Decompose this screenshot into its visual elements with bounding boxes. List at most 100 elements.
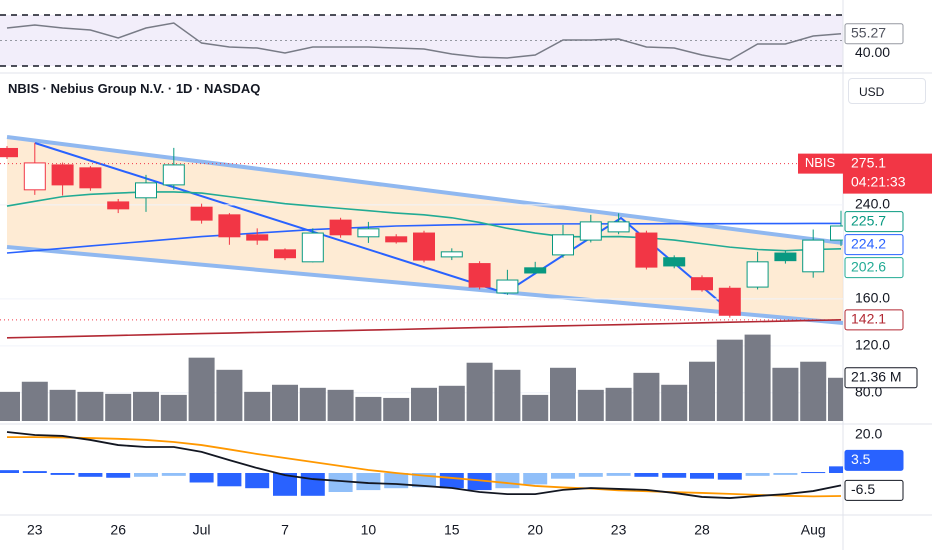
macd-histogram (50, 473, 75, 475)
rsi-label-box (844, 23, 904, 45)
candle-body (830, 225, 843, 241)
macd-histogram (356, 473, 381, 491)
macd-histogram (189, 473, 214, 483)
x-tick-label: 20 (527, 522, 543, 538)
candle-body (774, 252, 797, 262)
macd-histogram (523, 473, 548, 485)
macd-histogram (384, 473, 409, 489)
currency-button[interactable]: USD (848, 78, 926, 104)
macd-histogram (829, 466, 843, 473)
rsi-line (6, 22, 842, 61)
volume-bar (411, 387, 437, 421)
macd-histogram (245, 473, 270, 489)
macd-histogram (662, 473, 687, 478)
macd-histogram (634, 473, 659, 477)
macd-histogram (551, 473, 575, 479)
y-tick-label: 240.0 (855, 196, 890, 212)
candle-body (218, 214, 241, 238)
ma-label-box (844, 309, 904, 331)
ma-label: 224.2 (851, 235, 886, 251)
macd-histogram (801, 472, 826, 474)
volume-bar (828, 377, 843, 421)
macd-signal (7, 436, 842, 498)
y-tick-label: 160.0 (855, 290, 890, 306)
macd-histogram (217, 473, 242, 487)
macd-histogram (300, 473, 325, 496)
symbol-tag-label: NBIS (805, 155, 836, 170)
volume-bar (299, 387, 326, 421)
candle-body (691, 277, 713, 291)
volume-bar (633, 372, 660, 421)
candle-body (162, 164, 185, 186)
macd-histogram (495, 473, 520, 489)
x-tick-label: 23 (611, 522, 627, 538)
macd-histogram (161, 473, 186, 476)
macd-histogram (690, 473, 714, 479)
macd-histogram (273, 473, 297, 496)
x-tick-label: 10 (361, 522, 377, 538)
candle-body (357, 228, 380, 238)
symbol-info: NBIS · Nebius Group N.V. · 1D · NASDAQ (8, 81, 261, 96)
macd-label-box (844, 479, 904, 501)
volume-bar (383, 397, 410, 421)
symbol-tag (798, 153, 843, 174)
moving-average (6, 222, 841, 254)
candle-body (79, 167, 102, 189)
candle-body (329, 219, 352, 236)
x-tick-label: Aug (801, 522, 826, 538)
candle-body (135, 182, 157, 199)
volume-bar (716, 339, 743, 421)
ma-label-box (844, 257, 904, 279)
volume-bar (550, 367, 576, 421)
volume-bar (689, 361, 715, 421)
candle-body (51, 164, 74, 186)
macd-histogram (467, 473, 492, 491)
candle-body (385, 236, 408, 243)
candle-body (190, 206, 213, 221)
volume-bar (355, 396, 382, 421)
macd-hist-label-box (844, 449, 904, 471)
volume-bar (605, 387, 632, 421)
y-tick-label: 40.00 (855, 44, 890, 60)
candle-body (246, 234, 269, 241)
volume-bar (21, 381, 48, 421)
y-tick-label: 20.0 (855, 426, 882, 442)
channel-fill (7, 137, 843, 323)
price-label-box (844, 211, 904, 233)
candle-body (802, 239, 825, 273)
x-tick-label: 23 (27, 522, 43, 538)
macd-histogram (773, 473, 798, 475)
volume-bar (49, 389, 76, 421)
volume-bar (800, 361, 827, 421)
candle-body (746, 261, 769, 288)
candle-body (718, 287, 741, 316)
candle-body (635, 232, 658, 268)
volume-bar (0, 391, 20, 421)
macd-label: -6.5 (851, 481, 875, 497)
candle-body (23, 162, 46, 191)
macd-histogram (134, 473, 158, 477)
volume-bar (272, 384, 298, 421)
drawings (6, 135, 843, 325)
candle-body (468, 263, 491, 288)
x-tick-label: 28 (694, 522, 710, 538)
ma-label: 142.1 (851, 311, 886, 327)
macd-histogram (0, 470, 19, 473)
candle-body (524, 267, 547, 274)
macd-histogram (106, 473, 131, 478)
volume-bar (772, 367, 799, 421)
rsi-label: 55.27 (851, 24, 886, 40)
moving-average (6, 319, 842, 339)
channel-top (6, 135, 843, 245)
price-label: 225.7 (851, 212, 886, 228)
macd-hist-label: 3.5 (851, 451, 871, 467)
macd-histogram (78, 473, 103, 477)
volume-bar (661, 384, 688, 421)
candle-body (663, 257, 686, 267)
macd-histogram (328, 473, 353, 492)
macd-line (6, 431, 842, 499)
candle-body (107, 201, 130, 210)
volume-bar (216, 369, 243, 421)
